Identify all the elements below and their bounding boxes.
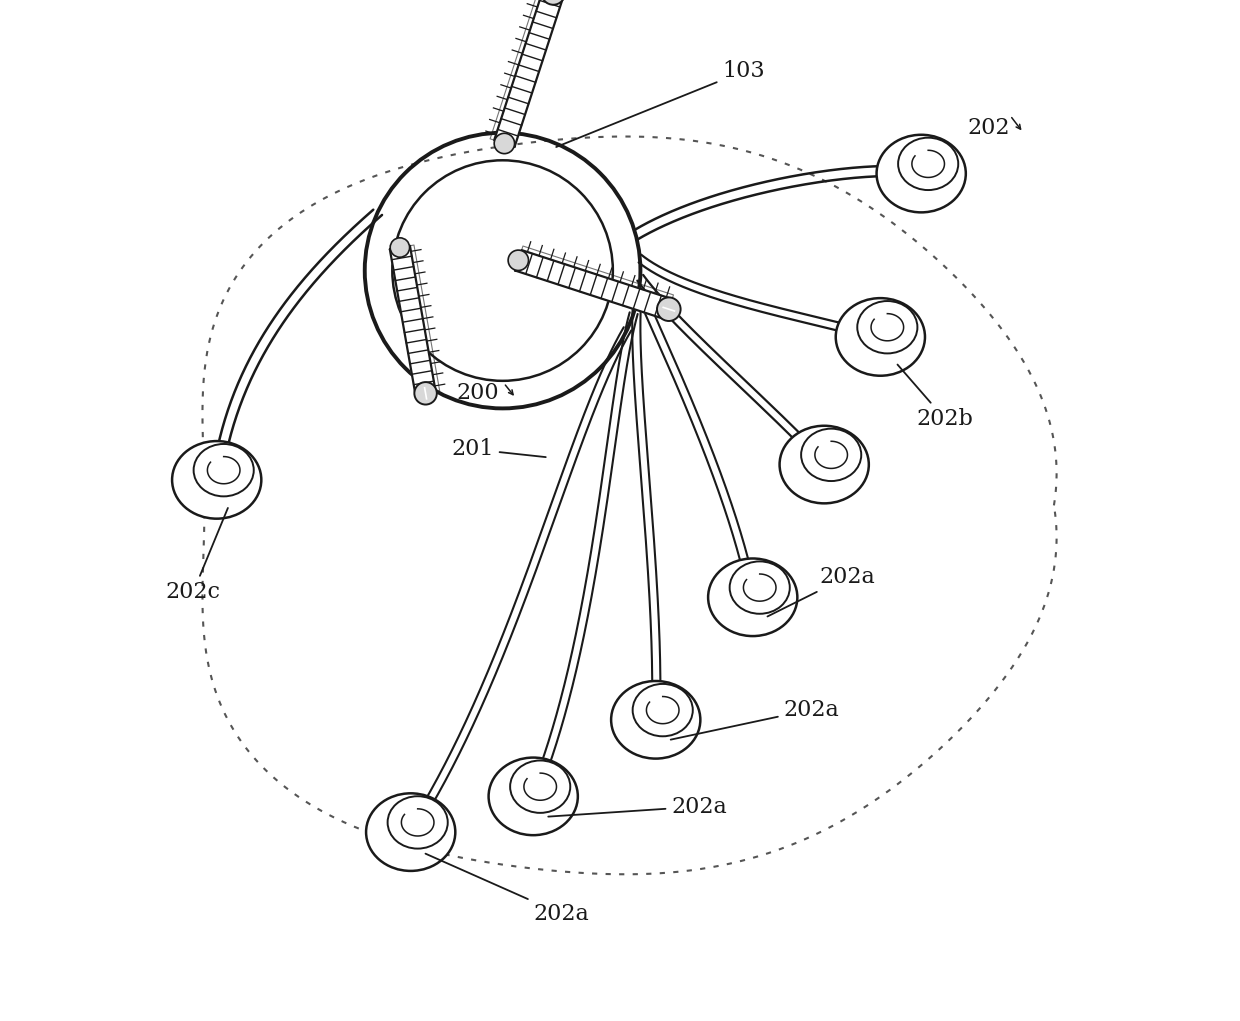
Text: 202a: 202a <box>425 854 589 925</box>
Text: 103: 103 <box>557 60 765 147</box>
Polygon shape <box>495 0 563 147</box>
Ellipse shape <box>780 426 869 503</box>
Text: 201: 201 <box>451 438 546 460</box>
Circle shape <box>508 250 528 271</box>
Ellipse shape <box>708 558 797 636</box>
Text: 200: 200 <box>456 382 500 404</box>
Ellipse shape <box>172 441 262 519</box>
Ellipse shape <box>877 135 966 212</box>
Polygon shape <box>389 246 435 395</box>
Circle shape <box>542 0 565 5</box>
Text: 202: 202 <box>967 116 1009 139</box>
Text: 202c: 202c <box>166 508 228 603</box>
Ellipse shape <box>611 681 701 759</box>
Text: 202a: 202a <box>548 795 727 818</box>
Ellipse shape <box>366 793 455 871</box>
Circle shape <box>495 134 515 153</box>
Polygon shape <box>515 250 672 320</box>
Text: 202a: 202a <box>671 698 839 739</box>
Ellipse shape <box>489 758 578 835</box>
Text: 202b: 202b <box>898 364 973 430</box>
Text: 202a: 202a <box>768 566 875 617</box>
Ellipse shape <box>836 298 925 376</box>
Circle shape <box>657 297 681 321</box>
Circle shape <box>391 238 409 257</box>
Circle shape <box>414 382 436 404</box>
